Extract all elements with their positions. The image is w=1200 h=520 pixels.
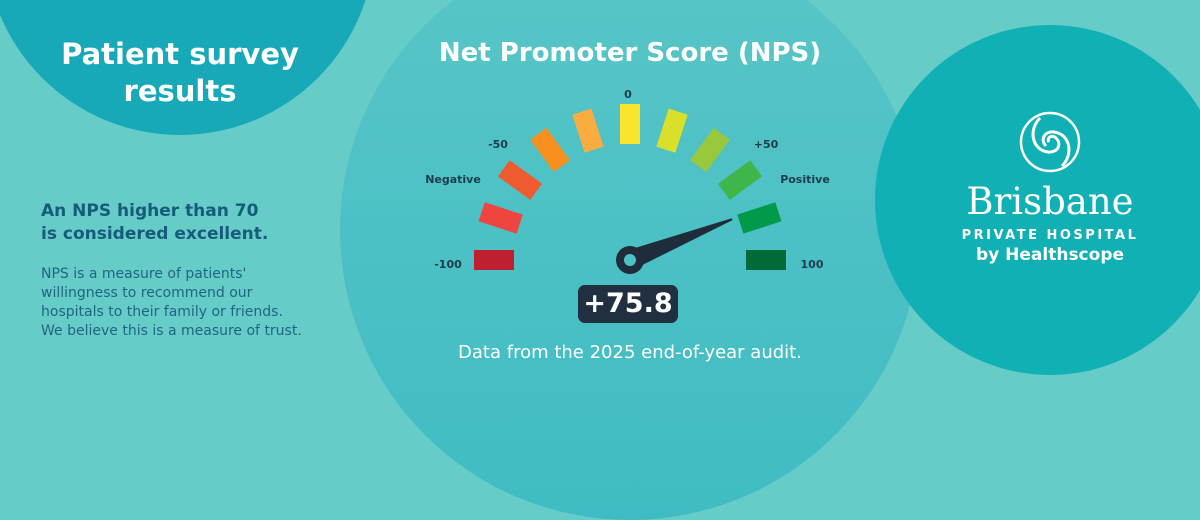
- gauge-segment: [530, 127, 570, 173]
- headline-line-2: is considered excellent.: [41, 224, 269, 244]
- decor-circle-right: [875, 25, 1200, 375]
- gauge-segment: [656, 108, 688, 153]
- nps-title: Net Promoter Score (NPS): [438, 38, 822, 68]
- gauge-segment: [474, 250, 514, 270]
- tick-label-zero: 0: [624, 88, 632, 101]
- brand-name: Brisbane: [966, 180, 1134, 223]
- tick-label-minus50: -50: [488, 138, 508, 151]
- brand-tagline: by Healthscope: [975, 245, 1125, 265]
- needle-blade: [626, 218, 733, 270]
- swirl-logo-icon: [1019, 111, 1081, 173]
- positive-label: Positive: [780, 173, 830, 186]
- survey-title: Patient survey results: [61, 37, 299, 108]
- negative-label: Negative: [425, 173, 481, 186]
- gauge-segment: [717, 160, 763, 200]
- hospital-logo: Brisbane PRIVATE HOSPITAL by Healthscope: [930, 110, 1170, 265]
- gauge-segment: [620, 104, 640, 144]
- gauge-segment: [572, 108, 604, 153]
- headline-line-1: An NPS higher than 70: [41, 201, 259, 221]
- tick-label-min: -100: [434, 258, 462, 271]
- nps-score-badge: +75.8: [578, 285, 678, 323]
- nps-gauge: -100 -50 0 +50 100 Negative Positive: [425, 88, 830, 274]
- needle-hub-hole: [624, 254, 636, 266]
- gauge-segment: [690, 127, 730, 173]
- tick-label-max: 100: [801, 258, 824, 271]
- gauge-segment: [478, 202, 523, 234]
- gauge-segment: [746, 250, 786, 270]
- tick-label-plus50: +50: [754, 138, 779, 151]
- nps-description: NPS is a measure of patients' willingnes…: [41, 266, 302, 339]
- brand-subtitle: PRIVATE HOSPITAL: [961, 228, 1139, 243]
- gauge-needle: [616, 218, 733, 274]
- gauge-segment: [497, 160, 543, 200]
- data-footnote: Data from the 2025 end-of-year audit.: [458, 342, 802, 363]
- gauge-segment: [737, 202, 782, 234]
- nps-headline: An NPS higher than 70 is considered exce…: [41, 200, 268, 246]
